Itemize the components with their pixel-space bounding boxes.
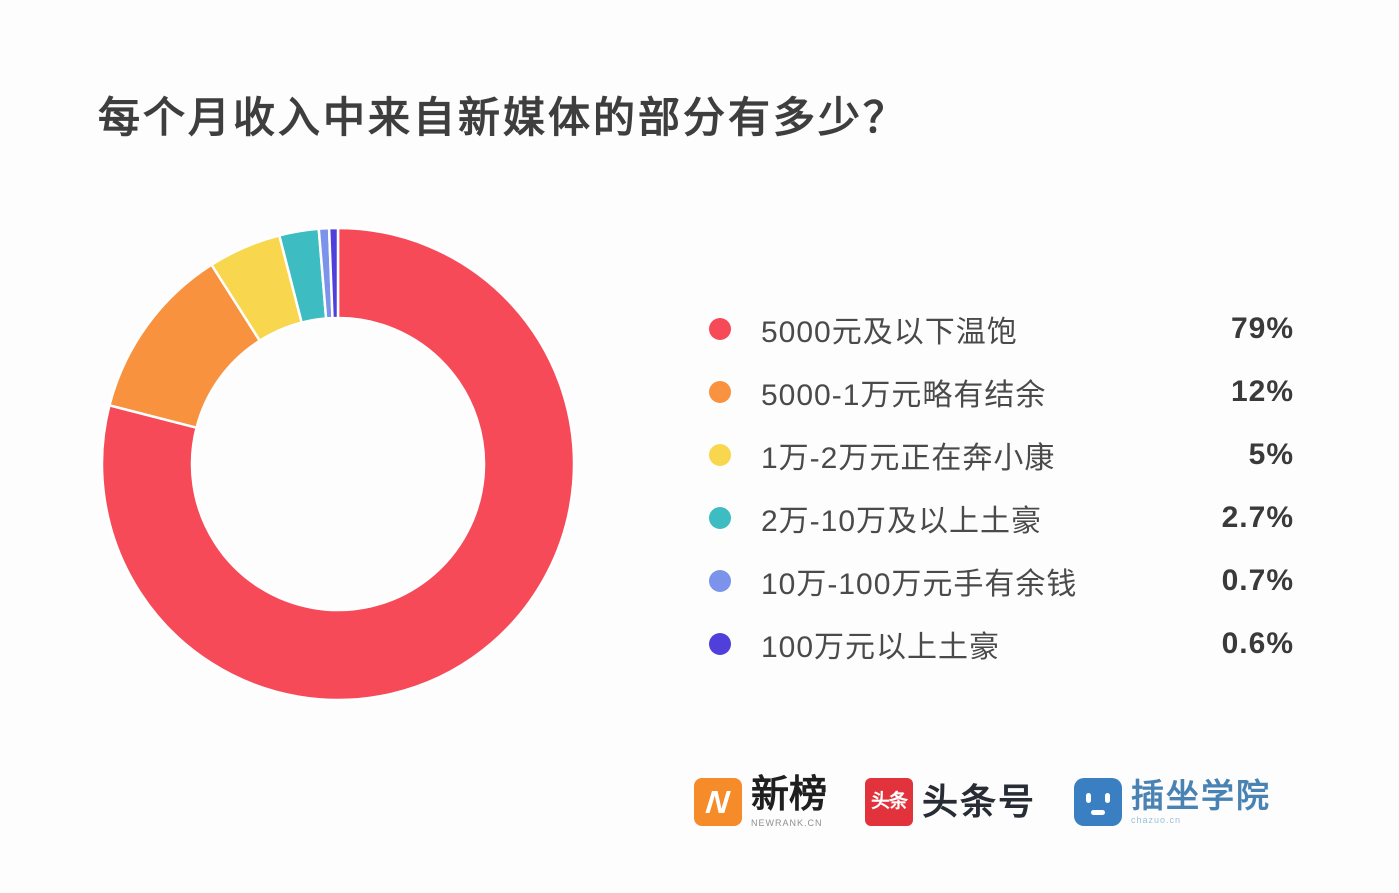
- legend-item-4: 10万-100万元手有余钱 0.7%: [709, 549, 1294, 612]
- newrank-logo-subtext: NEWRANK.CN: [751, 817, 823, 828]
- chazuo-logo: 插坐学院 chazuo.cn: [1074, 776, 1272, 826]
- donut-segment-5: [327, 226, 340, 320]
- legend-label-4: 10万-100万元手有余钱: [761, 567, 1078, 601]
- legend-dot-4: [709, 569, 731, 592]
- toutiao-logo: 头条 头条号: [865, 777, 1037, 826]
- donut-segment-0: [100, 226, 576, 702]
- legend-item-1: 5000-1万元略有结余 12%: [709, 360, 1294, 423]
- legend-item-2: 1万-2万元正在奔小康 5%: [709, 423, 1294, 486]
- lightning-n-icon: N: [704, 783, 732, 820]
- page-title: 每个月收入中来自新媒体的部分有多少？: [98, 94, 909, 141]
- legend-value-1: 12%: [1230, 374, 1294, 408]
- newrank-badge-icon: N: [694, 777, 742, 826]
- legend-value-2: 5%: [1248, 437, 1294, 471]
- legend-dot-0: [709, 317, 731, 340]
- legend-item-0: 5000元及以下温饱 79%: [709, 297, 1294, 360]
- legend-label-5: 100万元以上土豪: [761, 630, 1001, 664]
- toutiao-badge-glyph: 头条: [871, 791, 908, 813]
- legend-dot-3: [709, 506, 731, 529]
- footer-logos: N 新榜 NEWRANK.CN 头条 头条号 插坐学院 cha: [694, 774, 1272, 828]
- legend-label-3: 2万-10万及以上土豪: [761, 504, 1043, 538]
- chazuo-badge-icon: [1074, 777, 1123, 826]
- donut-chart: [100, 226, 576, 702]
- legend-dot-5: [709, 632, 731, 655]
- legend-value-0: 79%: [1230, 311, 1294, 345]
- legend-label-2: 1万-2万元正在奔小康: [761, 441, 1056, 475]
- toutiao-logo-text: 头条号: [922, 781, 1037, 823]
- toutiao-badge-icon: 头条: [865, 777, 914, 826]
- legend-value-3: 2.7%: [1221, 500, 1294, 534]
- legend-item-3: 2万-10万及以上土豪 2.7%: [709, 486, 1294, 549]
- legend-dot-2: [709, 443, 731, 466]
- legend-label-0: 5000元及以下温饱: [761, 315, 1018, 349]
- legend-value-5: 0.6%: [1221, 626, 1294, 660]
- legend-dot-1: [709, 380, 731, 403]
- newrank-logo: N 新榜 NEWRANK.CN: [694, 774, 828, 828]
- chazuo-logo-text: 插坐学院: [1131, 776, 1272, 814]
- robot-face-icon: [1074, 778, 1122, 826]
- chazuo-logo-subtext: chazuo.cn: [1131, 815, 1182, 826]
- legend-label-1: 5000-1万元略有结余: [761, 378, 1047, 412]
- newrank-logo-text: 新榜: [751, 774, 828, 816]
- donut-chart-area: [98, 224, 578, 704]
- chart-legend: 5000元及以下温饱 79% 5000-1万元略有结余 12% 1万-2万元正在…: [709, 297, 1294, 675]
- legend-item-5: 100万元以上土豪 0.6%: [709, 612, 1294, 675]
- legend-value-4: 0.7%: [1221, 563, 1294, 597]
